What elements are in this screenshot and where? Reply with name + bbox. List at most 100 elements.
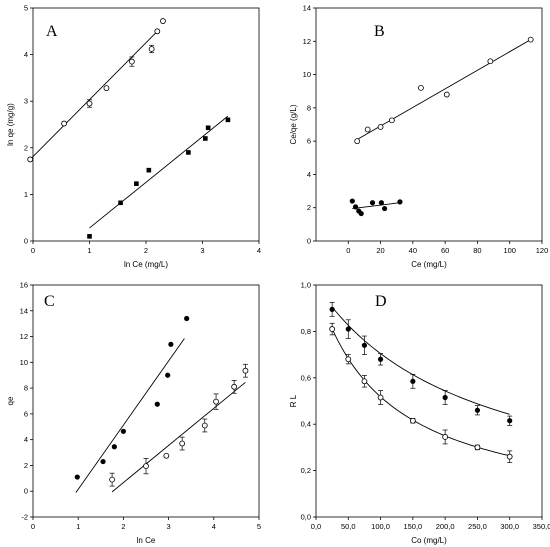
data-point	[148, 46, 155, 52]
data-point	[506, 453, 513, 460]
fit-line	[89, 115, 229, 229]
data-point	[377, 124, 384, 130]
x-tick-label: 5	[257, 522, 261, 531]
x-tick-label: 4	[257, 246, 261, 255]
data-point	[231, 383, 238, 390]
x-tick-label: 40	[409, 246, 417, 255]
x-tick-label: 80	[473, 246, 481, 255]
x-tick-label: 4	[212, 522, 216, 531]
data-point	[242, 367, 249, 374]
x-tick-label: 20	[376, 246, 384, 255]
data-point	[388, 117, 395, 124]
data-point	[377, 394, 384, 401]
panel-A: 0 1 2 3 4 0 1 2 3 4 5 ln Ce (mg/L) ln qe (mg/g) A	[6, 4, 261, 270]
data-point	[377, 356, 384, 362]
y-tick-label: 8	[307, 103, 311, 112]
data-point	[61, 120, 67, 127]
panel-frame	[32, 284, 260, 518]
y-tick-label: 4	[24, 50, 28, 59]
x-tick-label: 200,0	[436, 522, 455, 531]
x-tick-label: 350,0	[533, 522, 550, 531]
series-0	[329, 302, 513, 426]
data-point	[118, 200, 123, 206]
data-point	[100, 458, 106, 465]
panel-D: 0,0 50,0 100,0 150,0 200,0 250,0 300,0 350,0 0,0…	[289, 281, 550, 546]
data-point	[160, 18, 166, 24]
y-tick-label: 4	[24, 435, 28, 444]
y-tick-label: 8	[24, 384, 28, 393]
data-point	[354, 138, 361, 145]
data-point	[382, 205, 388, 212]
data-point	[358, 210, 364, 217]
data-point	[418, 84, 424, 91]
series-0	[74, 315, 190, 493]
y-axis-label: qe	[6, 396, 15, 405]
y-tick-label: 0,2	[301, 466, 311, 475]
y-tick-label: -2	[21, 513, 28, 522]
data-point	[163, 452, 170, 459]
panel-letter: B	[374, 23, 385, 40]
data-point	[410, 378, 416, 384]
y-tick-label: 0	[307, 237, 311, 246]
fit-line	[356, 39, 531, 140]
data-point	[134, 181, 139, 186]
panel-letter: C	[44, 293, 55, 310]
x-tick-label: 2	[144, 246, 148, 255]
series-1	[349, 198, 403, 217]
data-point	[186, 150, 191, 155]
x-tick-label: 100	[503, 246, 516, 255]
x-tick-label: 1	[76, 522, 80, 531]
y-tick-label: 12	[20, 332, 28, 341]
data-point	[109, 476, 115, 483]
x-tick-label: 0	[31, 522, 35, 531]
fit-line	[352, 202, 400, 209]
data-point	[329, 306, 335, 312]
data-point	[111, 444, 117, 450]
data-point	[527, 36, 534, 43]
y-tick-label: 0	[24, 237, 28, 246]
y-tick-label: 14	[20, 306, 28, 315]
data-point	[213, 398, 219, 405]
x-axis-label: ln Ce	[137, 536, 156, 545]
y-tick-label: 0	[24, 487, 28, 496]
data-point	[329, 326, 336, 332]
data-point	[87, 234, 92, 239]
fit-curve	[331, 306, 510, 415]
x-tick-label: 0	[31, 246, 35, 255]
data-point	[225, 117, 231, 123]
data-point	[143, 463, 149, 469]
data-point	[361, 378, 368, 385]
x-tick-label: 0	[346, 246, 350, 255]
y-tick-label: 16	[20, 281, 28, 290]
data-point	[146, 167, 152, 173]
data-point	[364, 126, 371, 133]
data-point	[352, 204, 359, 210]
x-tick-label: 2	[121, 522, 125, 531]
y-axis-label: R L	[289, 394, 298, 407]
y-tick-label: 14	[303, 4, 311, 13]
y-tick-label: 2	[307, 203, 311, 212]
y-tick-label: 4	[307, 170, 311, 179]
y-tick-label: 0,4	[301, 420, 311, 429]
x-tick-label: 120	[536, 246, 549, 255]
x-axis-label: Co (mg/L)	[411, 536, 447, 545]
data-point	[409, 417, 416, 424]
y-tick-label: 2	[24, 143, 28, 152]
data-point	[184, 315, 190, 322]
y-tick-label: 2	[24, 461, 28, 470]
x-tick-label: 250,0	[468, 522, 487, 531]
y-tick-label: 10	[20, 358, 28, 367]
y-tick-label: 0,8	[301, 327, 311, 336]
panel-letter: D	[375, 293, 387, 310]
x-tick-label: 300,0	[500, 522, 519, 531]
data-point	[120, 428, 126, 434]
y-tick-label: 12	[303, 37, 311, 46]
data-point	[86, 100, 93, 107]
y-tick-label: 0,6	[301, 373, 311, 382]
y-tick-label: 1	[24, 190, 28, 199]
series-1	[329, 322, 513, 463]
data-point	[345, 326, 351, 332]
y-tick-label: 10	[303, 70, 311, 79]
